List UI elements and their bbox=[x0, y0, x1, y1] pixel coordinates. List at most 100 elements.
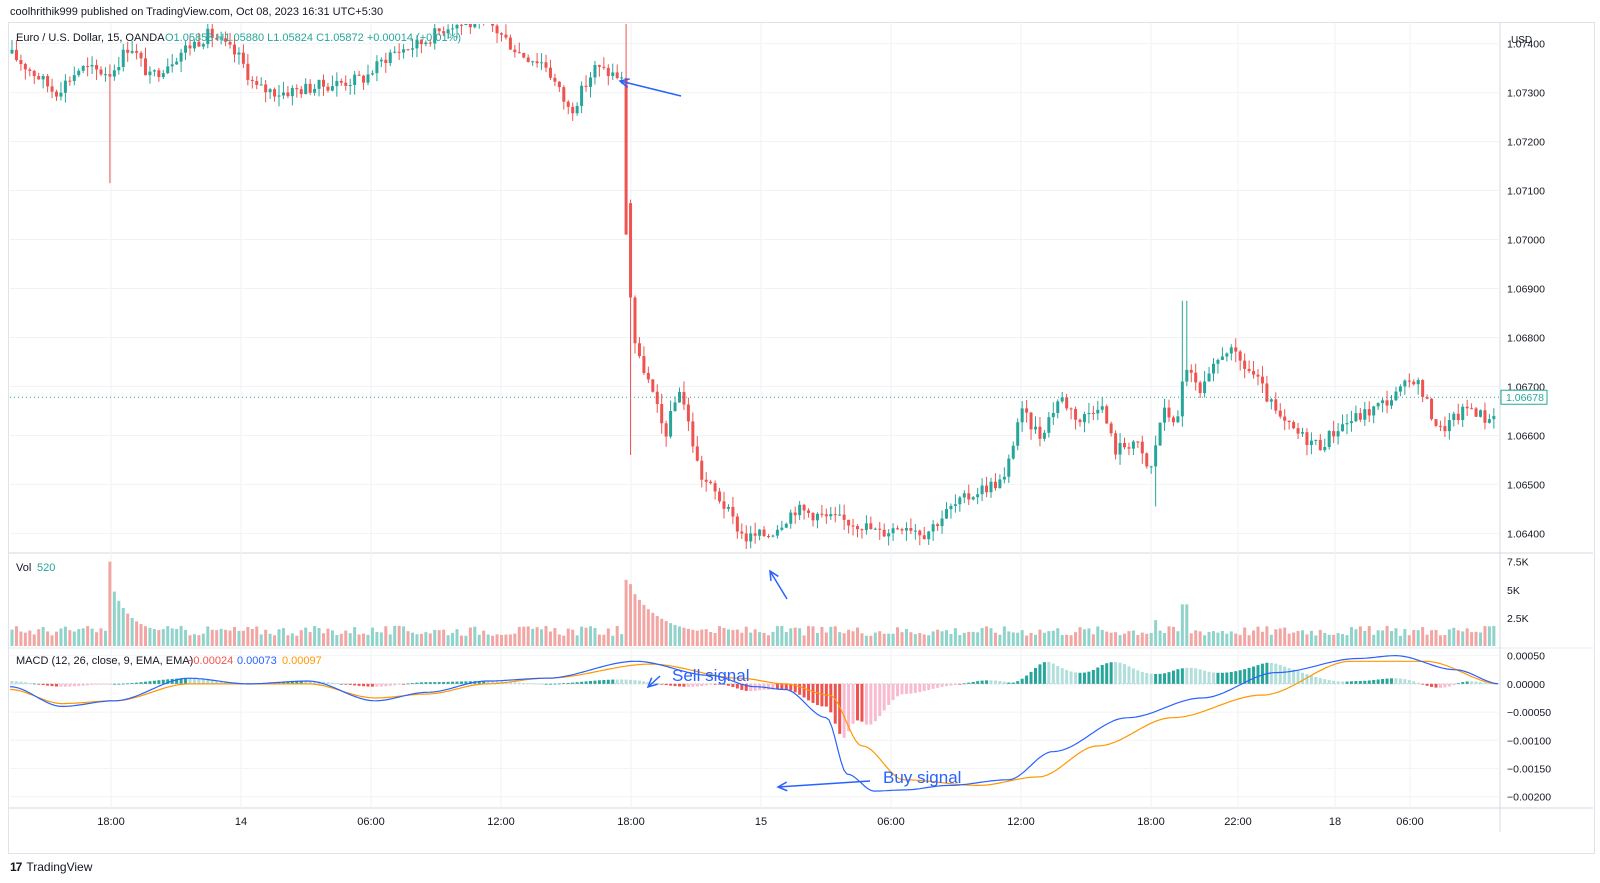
candle-body bbox=[1421, 380, 1425, 397]
arrow-shaft bbox=[769, 570, 788, 600]
brand-name: TradingView bbox=[26, 860, 93, 874]
candle-body bbox=[77, 70, 81, 76]
candle-body bbox=[250, 79, 254, 82]
volume-bar bbox=[277, 629, 281, 646]
price-tick-label: 1.07100 bbox=[1507, 186, 1545, 198]
candle-body bbox=[1398, 386, 1402, 392]
volume-bar bbox=[1305, 634, 1309, 646]
histogram-bar bbox=[838, 683, 842, 734]
histogram-bar bbox=[197, 678, 201, 684]
candle-body bbox=[393, 51, 397, 53]
histogram-bar bbox=[157, 680, 161, 684]
volume-bar bbox=[219, 628, 223, 646]
histogram-bar bbox=[1314, 676, 1318, 684]
volume-bar bbox=[1171, 626, 1175, 646]
candle-body bbox=[446, 29, 450, 34]
histogram-bar bbox=[1292, 669, 1296, 684]
volume-bar bbox=[615, 625, 619, 646]
candle-body bbox=[402, 49, 406, 53]
candle-body bbox=[1336, 431, 1340, 437]
candle-body bbox=[1047, 417, 1051, 433]
candle-body bbox=[882, 529, 886, 537]
candle-body bbox=[660, 404, 664, 424]
volume-bar bbox=[815, 633, 819, 646]
volume-bar bbox=[1421, 627, 1425, 646]
candle-body bbox=[1136, 441, 1140, 443]
candle-body bbox=[1287, 420, 1291, 423]
candle-body bbox=[700, 460, 704, 480]
tradingview-brand[interactable]: 17 TradingView bbox=[10, 860, 92, 874]
volume-tick-label: 5K bbox=[1507, 585, 1520, 597]
histogram-bar bbox=[130, 683, 134, 684]
volume-bar bbox=[1407, 635, 1411, 646]
x-tick-label: 06:00 bbox=[1396, 816, 1424, 828]
volume-bar bbox=[958, 635, 962, 646]
volume-bar bbox=[1358, 626, 1362, 646]
volume-bar bbox=[117, 600, 121, 646]
macd-tick-label: −0.00100 bbox=[1507, 735, 1551, 747]
histogram-bar bbox=[1332, 680, 1336, 684]
macd-hist-value: −0.00024 bbox=[187, 655, 233, 667]
candle-body bbox=[798, 504, 802, 516]
volume-bar bbox=[882, 633, 886, 646]
candle-body bbox=[513, 49, 517, 53]
histogram-bar bbox=[789, 683, 793, 691]
histogram-bar bbox=[290, 681, 294, 684]
volume-bar bbox=[468, 627, 472, 646]
volume-bar bbox=[722, 627, 726, 646]
candle-body bbox=[339, 80, 343, 83]
volume-bar bbox=[1354, 629, 1358, 646]
histogram-bar bbox=[820, 683, 824, 707]
histogram-bar bbox=[566, 682, 570, 684]
volume-bar bbox=[1176, 631, 1180, 646]
volume-bar bbox=[1443, 635, 1447, 646]
histogram-bar bbox=[442, 681, 446, 684]
histogram-bar bbox=[633, 680, 637, 684]
volume-bar bbox=[433, 629, 437, 646]
volume-bar bbox=[731, 630, 735, 646]
volume-bar bbox=[1412, 629, 1416, 646]
candle-body bbox=[526, 57, 530, 62]
volume-bar bbox=[264, 629, 268, 646]
candle-body bbox=[237, 52, 241, 55]
histogram-bar bbox=[918, 683, 922, 693]
histogram-bar bbox=[495, 681, 499, 684]
candle-body bbox=[1403, 380, 1407, 387]
volume-bar bbox=[99, 628, 103, 646]
volume-bar bbox=[513, 633, 517, 646]
candle-body bbox=[936, 524, 940, 527]
volume-bar bbox=[384, 626, 388, 646]
candle-body bbox=[557, 81, 561, 88]
volume-bar bbox=[646, 609, 650, 646]
histogram-bar bbox=[1194, 668, 1198, 684]
candle-body bbox=[655, 391, 659, 405]
volume-bar bbox=[59, 628, 63, 646]
candle-body bbox=[1416, 380, 1420, 385]
histogram-bar bbox=[19, 681, 23, 684]
ohlc-legend: O1.05858 H1.05880 L1.05824 C1.05872 +0.0… bbox=[165, 32, 461, 44]
candle-body bbox=[1163, 407, 1167, 423]
volume-bar bbox=[709, 631, 713, 646]
volume-bar bbox=[949, 633, 953, 646]
histogram-bar bbox=[482, 681, 486, 684]
candle-body bbox=[14, 49, 18, 61]
histogram-bar bbox=[1283, 666, 1287, 684]
candle-body bbox=[553, 77, 557, 82]
volume-bar bbox=[1278, 628, 1282, 646]
arrow-shaft bbox=[777, 780, 871, 788]
candle-body bbox=[1305, 432, 1309, 446]
volume-bar bbox=[46, 631, 50, 646]
volume-bar bbox=[1118, 635, 1122, 646]
candle-body bbox=[962, 493, 966, 498]
volume-bar bbox=[206, 626, 210, 646]
histogram-bar bbox=[1296, 671, 1300, 684]
volume-bar bbox=[330, 630, 334, 646]
histogram-bar bbox=[953, 683, 957, 685]
candle-body bbox=[820, 513, 824, 515]
macd-tick-label: −0.00050 bbox=[1507, 707, 1551, 719]
volume-bar bbox=[1100, 629, 1104, 646]
candle-body bbox=[1390, 400, 1393, 406]
volume-bar bbox=[77, 629, 81, 646]
histogram-bar bbox=[1002, 681, 1006, 684]
